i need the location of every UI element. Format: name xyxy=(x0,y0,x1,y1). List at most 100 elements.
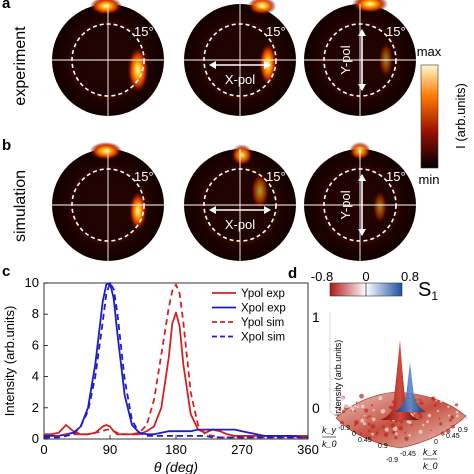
x-tick-label: 90 xyxy=(103,442,117,457)
surface-speckle xyxy=(426,420,429,424)
angle-15-circle xyxy=(203,168,277,242)
kx-tick-label: -0.9 xyxy=(386,457,398,464)
panel-letter-c: c xyxy=(2,263,10,280)
surface-speckle xyxy=(350,409,353,412)
surface-speckle xyxy=(413,412,416,415)
chart-c-legend: Ypol exp Xpol exp Ypol sim Xpol sim xyxy=(212,288,286,344)
emission-spot xyxy=(247,0,277,15)
chart-c-ylabel: Intensity (arb.units) xyxy=(2,306,17,417)
chart-c-series xyxy=(44,282,308,439)
surface-speckle xyxy=(433,403,437,407)
ky-den: k_0 xyxy=(322,439,337,449)
surface-speckle xyxy=(353,405,357,408)
surface-speckle xyxy=(360,404,365,409)
surface-speckle xyxy=(430,429,432,432)
y-tick-label: 8 xyxy=(32,306,39,321)
kx-tick-label: -0.45 xyxy=(400,451,416,458)
surface-speckle xyxy=(339,396,345,401)
series-line-xpol-sim xyxy=(44,282,308,439)
surface-speckle xyxy=(366,416,369,419)
legend-entry: Ypol sim xyxy=(241,317,284,329)
emission-spot xyxy=(89,142,123,160)
s1-colorbar-label: S1 xyxy=(418,279,438,303)
disk-simulation-2: 15° X-pol xyxy=(184,144,296,261)
surface-speckle xyxy=(436,409,439,413)
disk-experiment-1: 15° xyxy=(52,0,164,116)
surface-speckle xyxy=(449,418,452,422)
surface-speckle xyxy=(456,414,459,418)
surface-speckle xyxy=(398,418,403,424)
surface-speckle xyxy=(408,434,411,437)
far-field-disks: 15° 15° X-pol 15° Y-pol 15° 15° X-pol 15° Y-pol xyxy=(52,0,416,261)
x-tick-label: 270 xyxy=(231,442,253,457)
surface-speckle xyxy=(370,424,376,429)
xpol-label: X-pol xyxy=(225,217,255,232)
angle-15-circle xyxy=(323,168,397,242)
angle-15-label: 15° xyxy=(134,24,154,39)
surface-speckle xyxy=(363,422,367,426)
kx-num: k_x xyxy=(423,447,438,457)
surface-speckle xyxy=(447,405,450,408)
x-tick-label: 180 xyxy=(165,442,187,457)
legend-entry: Xpol exp xyxy=(241,303,286,315)
chart-c-xlabel: θ (deg) xyxy=(154,459,198,474)
surface-speckle xyxy=(419,402,422,405)
colorbar-title: I (arb.units) xyxy=(453,83,468,149)
surface-speckle xyxy=(448,414,451,417)
ypol-label: Y-pol xyxy=(338,45,353,74)
surface-speckle xyxy=(390,423,395,428)
kx-den: k_0 xyxy=(423,461,438,471)
x-tick-label: 0 xyxy=(40,442,47,457)
surface-speckle xyxy=(384,427,389,432)
surface-speckle xyxy=(410,424,413,426)
surface-speckle xyxy=(431,396,436,401)
kx-tick-label: 0 xyxy=(434,439,438,446)
surface-speckle xyxy=(408,420,412,425)
surface-speckle xyxy=(364,408,369,413)
surface-speckle xyxy=(389,405,394,410)
surface-speckle xyxy=(380,409,386,414)
surface-speckle xyxy=(404,436,409,441)
ky-tick-label: 0 xyxy=(352,431,356,438)
z-tick-1: 1 xyxy=(312,309,320,325)
ypol-arrow-heads xyxy=(358,29,366,91)
angle-15-label: 15° xyxy=(386,24,406,39)
disk-experiment-3: 15° Y-pol xyxy=(304,0,416,116)
angle-15-circle xyxy=(203,23,277,97)
series-line-ypol-exp xyxy=(44,311,308,437)
row-label-experiment: experiment xyxy=(12,26,29,106)
ypol-arrow-heads xyxy=(358,174,366,236)
emission-spot xyxy=(89,0,123,15)
colorbar-min-label: min xyxy=(419,172,440,187)
z-axis-label: Intensity (arb.units) xyxy=(333,340,343,417)
surface-speckle xyxy=(367,429,371,432)
surface-speckle xyxy=(418,415,423,419)
surface-speckle xyxy=(348,426,351,429)
surface-speckle xyxy=(378,396,383,401)
y-tick-label: 6 xyxy=(32,337,39,352)
angle-15-label: 15° xyxy=(266,169,286,184)
colorbar-gradient xyxy=(420,64,439,169)
surface-speckle xyxy=(363,414,366,417)
y-tick-label: 0 xyxy=(32,431,39,446)
emission-spot xyxy=(127,46,149,94)
emission-spot xyxy=(352,0,388,13)
surface-speckle xyxy=(368,415,371,418)
surface-speckle xyxy=(398,425,404,431)
surface-speckle xyxy=(338,407,342,411)
surface-speckle xyxy=(340,420,344,425)
surface-speckle xyxy=(454,403,459,407)
s1-colorbar-tick-zero: 0 xyxy=(362,269,369,284)
s1-letter: S xyxy=(418,279,431,301)
xpol-arrow-heads xyxy=(209,206,271,214)
surface-speckle xyxy=(450,415,455,420)
surface-speckle xyxy=(382,425,385,429)
surface-speckle xyxy=(343,403,349,409)
surface-speckle xyxy=(349,405,352,408)
surface-speckle xyxy=(359,432,362,435)
surface-speckle xyxy=(360,418,365,423)
y-tick-label: 2 xyxy=(32,400,39,415)
